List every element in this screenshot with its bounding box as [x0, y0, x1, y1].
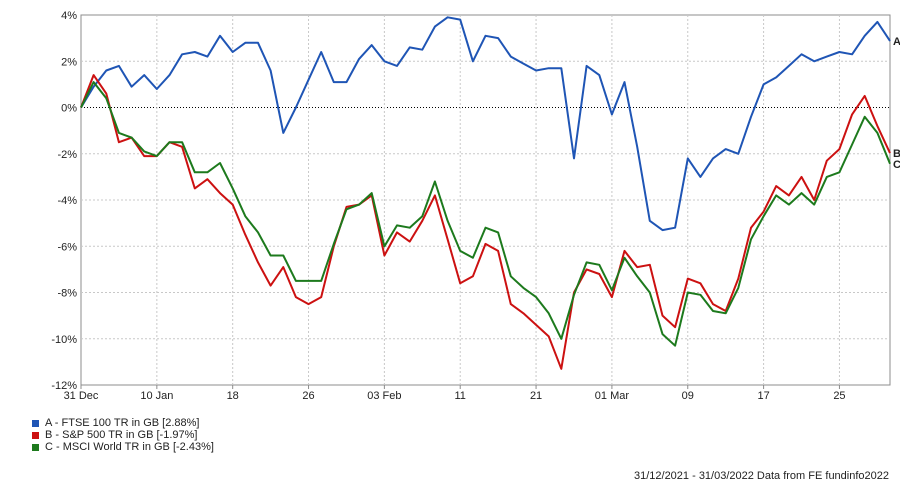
end-label-c: C: [893, 159, 900, 171]
x-axis: 31 Dec 10 Jan 18 26 03 Feb 11 21 01 Mar 09 17 25: [64, 385, 846, 402]
x-tick-label: 03 Feb: [367, 390, 401, 402]
y-tick-label: -10%: [51, 334, 77, 346]
data-source-footer: 31/12/2021 - 31/03/2022 Data from FE fun…: [633, 470, 889, 482]
x-tick-label: 17: [757, 390, 769, 402]
x-tick-label: 11: [455, 390, 466, 402]
end-label-a: A: [893, 36, 900, 48]
legend-label-b: B - S&P 500 TR in GB [-1.97%]: [45, 429, 198, 441]
y-tick-label: 4%: [61, 10, 77, 22]
y-tick-label: 0%: [61, 103, 77, 115]
legend: A - FTSE 100 TR in GB [2.88%] B - S&P 50…: [32, 417, 214, 453]
legend-label-c: C - MSCI World TR in GB [-2.43%]: [45, 441, 214, 453]
legend-label-a: A - FTSE 100 TR in GB [2.88%]: [45, 417, 200, 429]
x-tick-label: 10 Jan: [140, 390, 173, 402]
y-tick-label: -12%: [51, 380, 77, 392]
y-tick-label: -6%: [57, 241, 77, 253]
series-line-b: [80, 74, 891, 370]
legend-swatch-a: [32, 419, 39, 427]
y-tick-label: 2%: [61, 56, 77, 68]
line-chart: 4% 2% 0% -2% -4% -6% -8% -10% -12% 31 Dec 10 Jan 1…: [51, 10, 900, 402]
x-tick-label: 01 Mar: [595, 390, 630, 402]
legend-item-b: B - S&P 500 TR in GB [-1.97%]: [32, 429, 214, 441]
x-tick-label: 31 Dec: [64, 390, 99, 402]
series-lines: [80, 16, 891, 370]
y-tick-label: -8%: [57, 288, 77, 300]
x-tick-label: 18: [227, 390, 239, 402]
series-line-a: [80, 16, 891, 232]
legend-item-a: A - FTSE 100 TR in GB [2.88%]: [32, 417, 214, 429]
series-end-labels: A BC: [893, 36, 900, 171]
x-tick-label: 26: [302, 390, 314, 402]
y-axis: 4% 2% 0% -2% -4% -6% -8% -10% -12%: [51, 10, 77, 392]
y-tick-label: -4%: [57, 195, 77, 207]
end-label-b: B: [893, 148, 900, 160]
legend-swatch-b: [32, 431, 39, 439]
x-tick-label: 21: [530, 390, 542, 402]
series-line-c: [80, 81, 891, 347]
x-tick-label: 25: [833, 390, 845, 402]
legend-swatch-c: [32, 443, 39, 451]
y-tick-label: -2%: [57, 149, 77, 161]
legend-item-c: C - MSCI World TR in GB [-2.43%]: [32, 441, 214, 453]
x-tick-label: 09: [682, 390, 694, 402]
